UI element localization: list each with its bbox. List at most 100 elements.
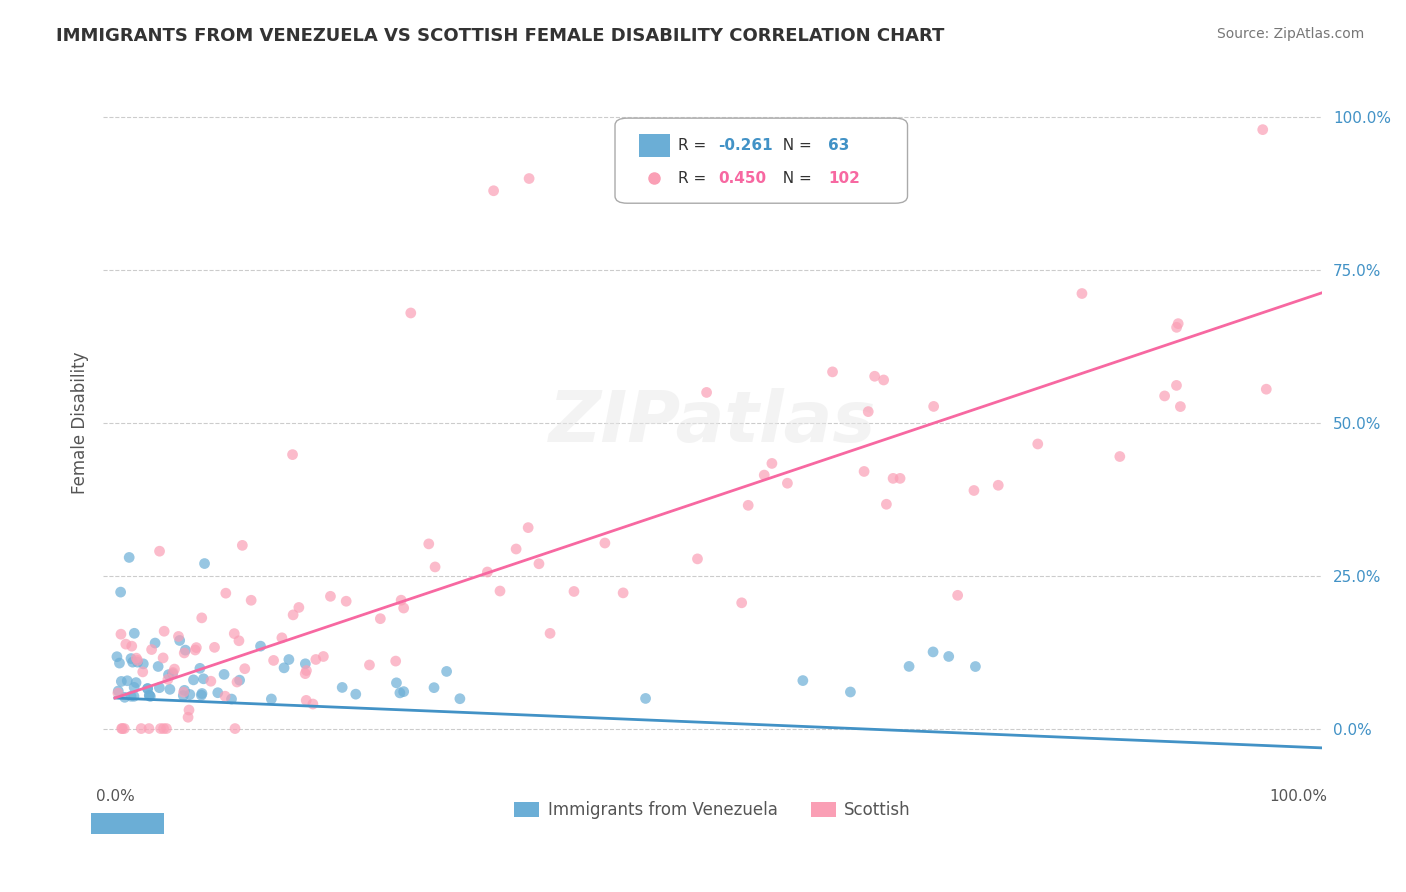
Point	[1166, 320, 1188, 334]
Point	[190, 688, 212, 702]
Point	[260, 692, 283, 706]
Point	[177, 710, 200, 724]
Point	[120, 651, 142, 665]
Point	[221, 692, 243, 706]
Point	[215, 586, 238, 600]
Point	[731, 596, 754, 610]
Point	[167, 630, 190, 644]
Point	[634, 691, 657, 706]
Point	[200, 674, 222, 689]
Point	[191, 686, 214, 700]
Point	[295, 693, 318, 707]
Point	[1153, 389, 1175, 403]
Point	[938, 649, 960, 664]
Point	[111, 722, 134, 736]
Point	[233, 662, 256, 676]
Point	[538, 626, 561, 640]
Point	[277, 652, 299, 666]
Text: IMMIGRANTS FROM VENEZUELA VS SCOTTISH FEMALE DISABILITY CORRELATION CHART: IMMIGRANTS FROM VENEZUELA VS SCOTTISH FE…	[56, 27, 945, 45]
Point	[295, 664, 318, 678]
Point	[179, 688, 201, 702]
Point	[121, 639, 143, 653]
Point	[105, 649, 128, 664]
Point	[111, 722, 134, 736]
Point	[686, 552, 709, 566]
Point	[117, 673, 139, 688]
Point	[249, 639, 271, 653]
Point	[177, 703, 200, 717]
Point	[173, 683, 195, 698]
Point	[922, 400, 945, 414]
Point	[792, 673, 814, 688]
Point	[1256, 382, 1278, 396]
Point	[562, 584, 585, 599]
Point	[302, 697, 325, 711]
Point	[482, 184, 505, 198]
Point	[107, 684, 129, 698]
Text: -0.261: -0.261	[718, 137, 773, 153]
Point	[987, 478, 1010, 492]
Point	[136, 681, 159, 696]
Point	[319, 590, 342, 604]
Point	[737, 499, 759, 513]
Point	[138, 722, 160, 736]
Point	[163, 662, 186, 676]
Point	[776, 476, 799, 491]
Point	[612, 586, 634, 600]
Point	[120, 690, 142, 704]
Point	[127, 655, 149, 669]
Point	[155, 722, 177, 736]
Point	[159, 682, 181, 697]
Point	[1026, 437, 1049, 451]
Point	[423, 560, 446, 574]
Point	[169, 633, 191, 648]
Point	[173, 646, 195, 660]
Point	[370, 612, 392, 626]
Point	[141, 642, 163, 657]
Point	[114, 690, 136, 705]
FancyBboxPatch shape	[614, 118, 907, 203]
Bar	[640, 135, 669, 157]
Point	[517, 521, 540, 535]
Point	[122, 690, 145, 704]
Point	[152, 722, 174, 736]
Point	[963, 483, 986, 498]
Point	[173, 685, 195, 699]
Point	[152, 651, 174, 665]
Point	[436, 665, 458, 679]
Point	[132, 665, 155, 679]
Point	[212, 667, 235, 681]
Point	[449, 691, 471, 706]
Point	[288, 600, 311, 615]
Point	[294, 666, 316, 681]
Point	[240, 593, 263, 607]
Point	[399, 306, 422, 320]
Point	[875, 497, 897, 511]
Point	[270, 631, 292, 645]
Y-axis label: Female Disability: Female Disability	[72, 351, 89, 494]
Point	[204, 640, 226, 655]
Point	[882, 471, 904, 485]
Point	[148, 544, 170, 558]
Point	[898, 659, 921, 673]
Text: N =: N =	[773, 137, 817, 153]
Point	[153, 624, 176, 639]
Point	[1166, 378, 1188, 392]
Point	[214, 690, 236, 704]
Point	[172, 689, 194, 703]
Point	[110, 674, 132, 689]
Point	[107, 686, 129, 700]
Point	[384, 654, 406, 668]
Point	[193, 672, 215, 686]
Point	[392, 684, 415, 698]
Point	[863, 369, 886, 384]
Point	[1251, 122, 1274, 136]
Point	[392, 601, 415, 615]
Point	[110, 627, 132, 641]
Text: 102: 102	[828, 171, 860, 186]
Point	[125, 675, 148, 690]
Point	[125, 651, 148, 665]
Point	[112, 722, 135, 736]
Point	[136, 681, 159, 696]
Point	[418, 537, 440, 551]
